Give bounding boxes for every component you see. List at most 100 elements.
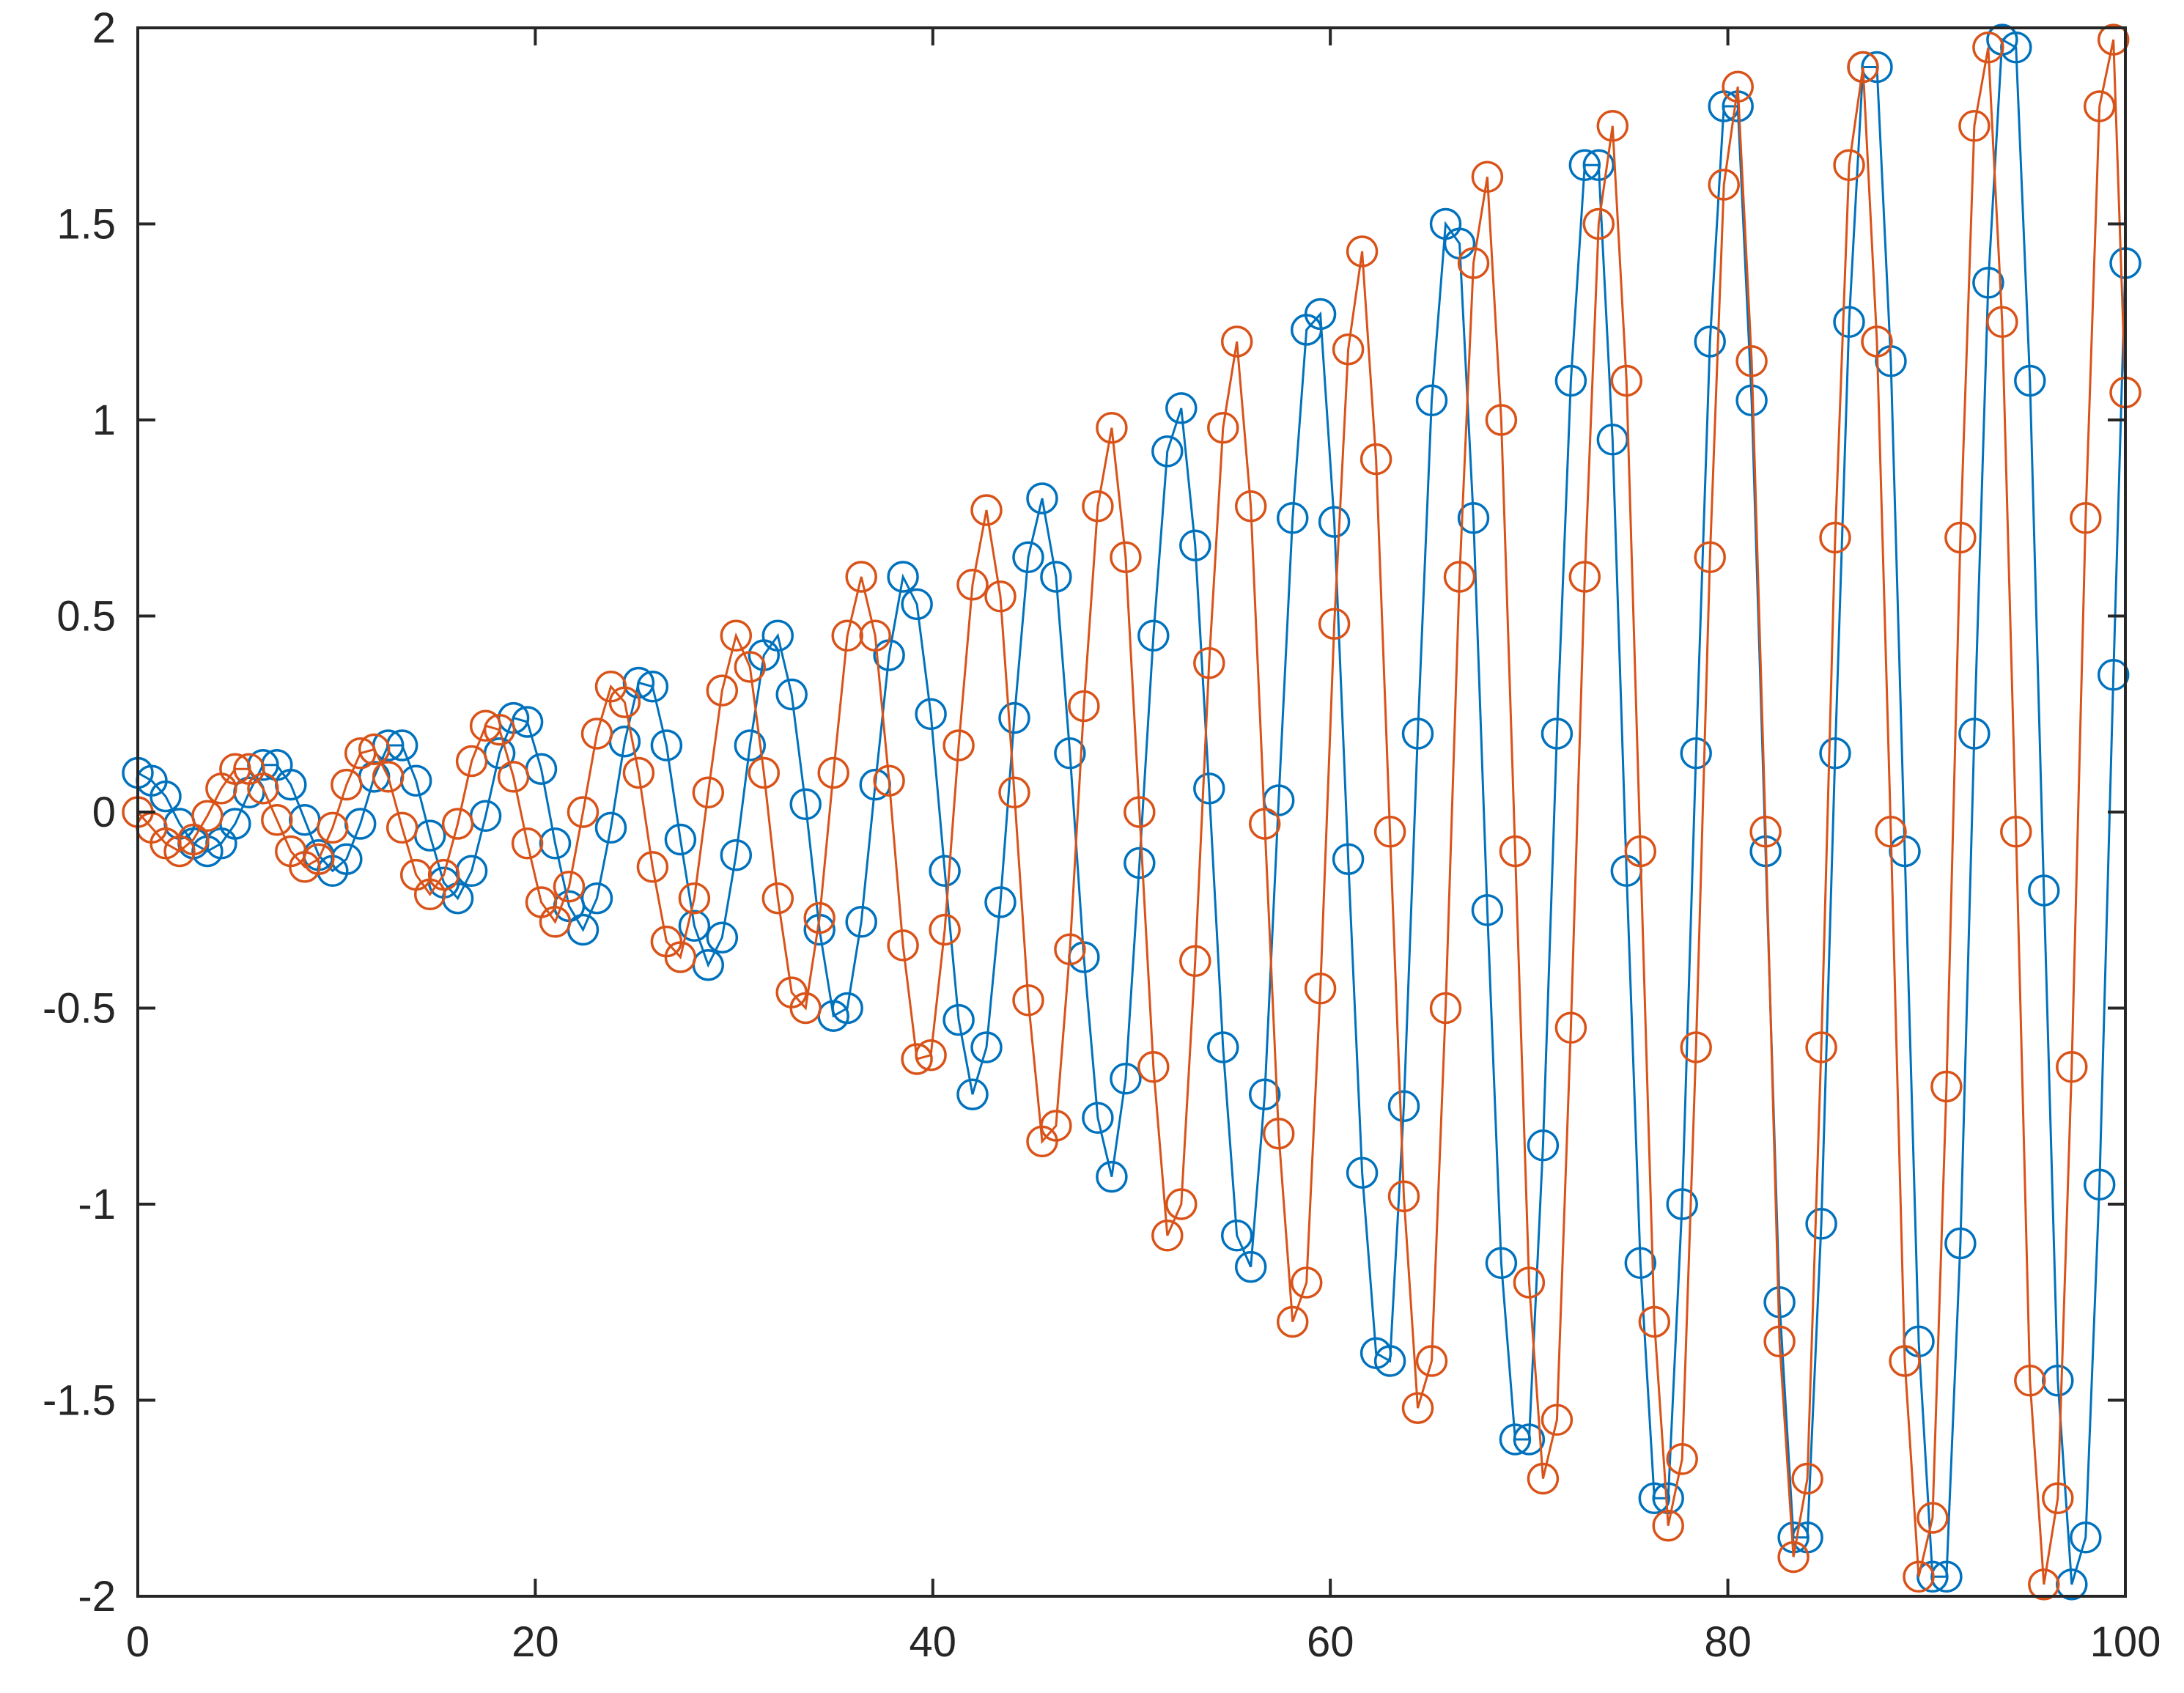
series-1-point-38 bbox=[650, 729, 683, 761]
series-2-point-53 bbox=[859, 619, 891, 652]
series-1-point-47 bbox=[775, 678, 808, 711]
series-2-point-78 bbox=[1207, 411, 1239, 444]
series-1-point-30 bbox=[539, 827, 572, 860]
series-2-point-134 bbox=[1986, 306, 2018, 339]
series-2-point-72 bbox=[1124, 796, 1156, 828]
series-2-point-19 bbox=[385, 811, 418, 844]
series-1-point-132 bbox=[1958, 718, 1991, 750]
series-2-point-70 bbox=[1096, 411, 1128, 444]
series-1-point-66 bbox=[1040, 561, 1072, 593]
series-1-point-102 bbox=[1541, 718, 1574, 750]
x-tick-label: 40 bbox=[910, 1618, 957, 1666]
series-2-point-62 bbox=[984, 580, 1017, 613]
series-2-point-120 bbox=[1791, 1462, 1823, 1495]
series-2-point-77 bbox=[1193, 646, 1225, 679]
series-2-point-118 bbox=[1763, 1325, 1796, 1358]
series-1-point-96 bbox=[1457, 502, 1490, 534]
series-1-point-87 bbox=[1332, 843, 1365, 875]
series-2-point-105 bbox=[1582, 207, 1615, 240]
series-2-point-92 bbox=[1401, 1392, 1434, 1424]
series-layer bbox=[122, 23, 2141, 1601]
series-2-point-101 bbox=[1527, 1462, 1560, 1495]
series-2-point-128 bbox=[1903, 1560, 1935, 1593]
series-2-point-35 bbox=[608, 686, 641, 718]
series-2-point-59 bbox=[942, 729, 975, 761]
series-2-point-139 bbox=[2056, 1051, 2088, 1083]
series-2-point-41 bbox=[692, 776, 725, 809]
series-1-point-63 bbox=[998, 701, 1030, 734]
series-2-point-82 bbox=[1262, 1117, 1295, 1150]
series-2-point-131 bbox=[1944, 521, 1977, 554]
series-2-point-113 bbox=[1694, 541, 1726, 574]
x-tick-label: 60 bbox=[1307, 1618, 1354, 1666]
series-1-point-101 bbox=[1527, 1129, 1560, 1162]
series-2-point-23 bbox=[441, 808, 474, 840]
series-2-point-49 bbox=[803, 901, 835, 934]
series-2-point-96 bbox=[1457, 247, 1490, 279]
series-2-point-17 bbox=[358, 733, 391, 766]
series-1-point-131 bbox=[1944, 1227, 1977, 1260]
series-1-point-64 bbox=[1012, 541, 1044, 574]
series-2-point-15 bbox=[331, 768, 363, 801]
series-2-point-87 bbox=[1332, 333, 1365, 366]
series-2-point-122 bbox=[1819, 521, 1851, 554]
series-2-point-24 bbox=[455, 745, 488, 778]
series-1-point-139 bbox=[2056, 1568, 2088, 1601]
series-2-point-127 bbox=[1889, 1345, 1921, 1377]
series-2-point-84 bbox=[1290, 1266, 1323, 1299]
series-1-point-80 bbox=[1234, 1250, 1267, 1283]
series-2-point-32 bbox=[567, 796, 600, 828]
series-1-point-105 bbox=[1582, 149, 1615, 182]
series-2-point-56 bbox=[901, 1043, 933, 1075]
series-1-point-121 bbox=[1805, 1208, 1837, 1240]
series-1-point-76 bbox=[1179, 529, 1211, 561]
series-1-point-104 bbox=[1568, 149, 1601, 182]
series-1-point-74 bbox=[1151, 435, 1184, 468]
series-2-point-7 bbox=[219, 753, 251, 785]
series-2-point-30 bbox=[539, 906, 572, 938]
series-1-point-77 bbox=[1193, 772, 1225, 805]
series-1-point-92 bbox=[1401, 718, 1434, 750]
series-2-point-60 bbox=[956, 568, 989, 601]
series-2-point-89 bbox=[1360, 443, 1392, 476]
series-2-point-132 bbox=[1958, 110, 1991, 142]
series-2-point-27 bbox=[497, 761, 530, 793]
series-2-point-22 bbox=[427, 858, 460, 891]
series-2-point-98 bbox=[1485, 404, 1518, 436]
series-2-point-13 bbox=[303, 843, 335, 875]
series-2-point-76 bbox=[1179, 945, 1211, 978]
x-tick-label: 80 bbox=[1704, 1618, 1752, 1666]
series-2-point-18 bbox=[372, 761, 405, 793]
series-2-point-94 bbox=[1429, 992, 1462, 1025]
series-1-point-43 bbox=[720, 839, 753, 871]
y-tick-label: -2 bbox=[78, 1573, 116, 1620]
x-axis: 0 20 40 60 80 100 bbox=[126, 28, 2161, 1666]
series-2-point-125 bbox=[1861, 325, 1893, 358]
series-1-point-112 bbox=[1680, 737, 1712, 770]
series-1-point-57 bbox=[915, 698, 947, 731]
series-1-point-91 bbox=[1387, 1090, 1420, 1123]
series-1-point-130 bbox=[1930, 1560, 1963, 1593]
series-2-point-97 bbox=[1471, 161, 1504, 193]
series-2-point-43 bbox=[720, 619, 753, 652]
series-2-point-52 bbox=[845, 561, 877, 593]
series-1-point-83 bbox=[1276, 502, 1309, 534]
series-1-point-58 bbox=[929, 855, 961, 888]
series-2-point-110 bbox=[1652, 1509, 1684, 1542]
series-2-point-75 bbox=[1165, 1188, 1198, 1220]
series-2-point-4 bbox=[177, 823, 210, 856]
series-2-point-99 bbox=[1499, 835, 1532, 868]
series-2-point-88 bbox=[1346, 235, 1379, 268]
series-2-point-81 bbox=[1248, 808, 1281, 840]
series-2-point-115 bbox=[1722, 70, 1754, 103]
y-tick-label: -1 bbox=[78, 1181, 116, 1228]
series-2-point-85 bbox=[1304, 973, 1337, 1005]
series-2-point-10 bbox=[261, 803, 293, 836]
series-2-point-103 bbox=[1554, 1011, 1587, 1044]
series-2-point-79 bbox=[1220, 325, 1253, 358]
series-2-point-130 bbox=[1930, 1070, 1963, 1103]
series-2-point-61 bbox=[970, 494, 1003, 526]
series-2-point-107 bbox=[1610, 364, 1643, 397]
